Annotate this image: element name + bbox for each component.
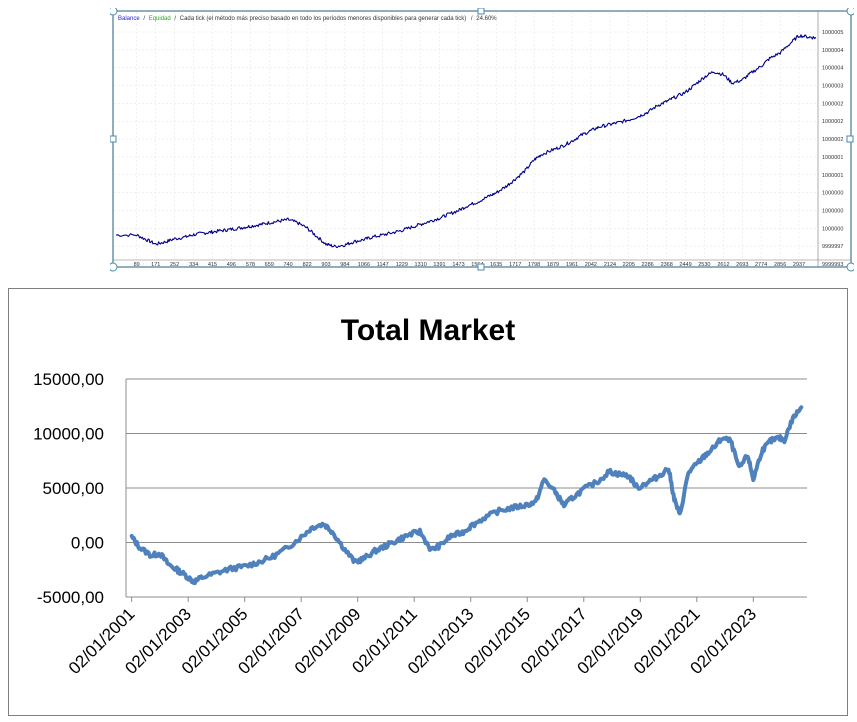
x-tick-label: 822 — [303, 262, 312, 268]
x-tick-label: 1798 — [528, 262, 540, 268]
x-tick-label: 1391 — [433, 262, 445, 268]
x-tick-label: 2449 — [679, 262, 691, 268]
y-tick-label: 15000,00 — [33, 370, 104, 389]
x-tick-label: 740 — [283, 262, 292, 268]
y-tick-label: 1000000 — [822, 208, 843, 214]
resize-handle[interactable] — [846, 8, 854, 16]
y-tick-label: 1000005 — [822, 30, 843, 36]
y-tick-label: 1000004 — [822, 48, 843, 54]
x-axis-ticks: 89 171 252 334 415 496 578 659 740 822 903 984 1066 1… — [134, 262, 806, 268]
legend-separator: / — [143, 16, 145, 22]
x-tick-label: 1717 — [509, 262, 521, 268]
x-tick-label: 1961 — [566, 262, 578, 268]
x-tick-label: 1066 — [358, 262, 370, 268]
x-tick-label: 496 — [227, 262, 236, 268]
x-tick-label: 2042 — [585, 262, 597, 268]
x-tick-label: 2612 — [717, 262, 729, 268]
chart-title: Total Market — [341, 314, 515, 347]
total-market-panel[interactable]: Total Market 15000,00 10000,00 5000,00 0,00… — [8, 288, 848, 716]
x-tick-label: 2286 — [642, 262, 654, 268]
resize-handle[interactable] — [110, 8, 118, 16]
y-tick-label: 9999997 — [822, 244, 843, 250]
y-tick-label: 0,00 — [71, 534, 104, 553]
x-tick-label: 1554 — [471, 262, 483, 268]
y-tick-label: 1000002 — [822, 101, 843, 107]
header-text: Cada tick (el método más preciso basado … — [180, 16, 467, 22]
y-tick-label: 5000,00 — [43, 479, 104, 498]
x-axis-ticks: 02/01/200102/01/200302/01/200502/01/2007… — [65, 604, 760, 678]
resize-handle[interactable] — [477, 263, 485, 271]
y-tick-label: 1000000 — [822, 226, 843, 232]
y-tick-label: -5000,00 — [37, 588, 104, 607]
x-tick-label: 1229 — [396, 262, 408, 268]
x-tick-label: 578 — [246, 262, 255, 268]
y-tick-label: 10000,00 — [33, 425, 104, 444]
x-tick-label: 2856 — [774, 262, 786, 268]
selection-handles[interactable] — [110, 8, 854, 272]
x-tick-label: 2693 — [736, 262, 748, 268]
resize-handle[interactable] — [846, 262, 854, 272]
x-tick-label: 903 — [321, 262, 330, 268]
x-tick-label: 984 — [340, 262, 349, 268]
header-value: 24.60% — [476, 16, 497, 22]
y-axis-ticks: 15000,00 10000,00 5000,00 0,00 -5000,00 — [33, 370, 104, 607]
y-tick-label: 1000001 — [822, 155, 843, 161]
grid-lines — [114, 12, 818, 265]
x-tick-label: 415 — [208, 262, 217, 268]
legend-balance: Balance — [118, 16, 140, 22]
y-tick-label: 1000002 — [822, 137, 843, 143]
x-tick-label: 171 — [151, 262, 160, 268]
grid-lines — [125, 378, 807, 602]
y-tick-label: 1000002 — [822, 119, 843, 125]
x-tick-label: 334 — [189, 262, 198, 268]
legend-equity: Equidad — [149, 16, 171, 22]
resize-handle[interactable] — [477, 8, 485, 15]
total-market-chart[interactable]: Total Market 15000,00 10000,00 5000,00 0,00… — [9, 289, 847, 715]
x-tick-label: 1147 — [377, 262, 389, 268]
y-tick-label: 1000004 — [822, 66, 843, 72]
x-tick-label: 2368 — [661, 262, 673, 268]
y-tick-label: 1000003 — [822, 84, 843, 90]
x-tick-label: 2205 — [623, 262, 635, 268]
resize-handle[interactable] — [846, 135, 854, 143]
y-tick-label: 9999993 — [822, 262, 843, 268]
x-tick-label: 89 — [134, 262, 140, 268]
y-tick-label: 1000001 — [822, 173, 843, 179]
x-tick-label: 1879 — [547, 262, 559, 268]
x-tick-label: 2124 — [604, 262, 616, 268]
legend-separator: / — [174, 16, 176, 22]
x-tick-label: 1310 — [415, 262, 427, 268]
x-tick-label: 1473 — [452, 262, 464, 268]
legend-separator: / — [471, 16, 473, 22]
x-tick-label: 2530 — [698, 262, 710, 268]
x-tick-label: 659 — [265, 262, 274, 268]
balance-line — [115, 34, 817, 249]
chart-header: Balance / Equidad / Cada tick (el método… — [118, 16, 497, 22]
resize-handle[interactable] — [110, 135, 117, 143]
balance-chart[interactable]: Balance / Equidad / Cada tick (el método… — [110, 8, 854, 273]
total-market-line — [129, 405, 804, 586]
y-tick-label: 1000000 — [822, 191, 843, 197]
y-axis-ticks: 1000005 1000004 1000004 1000003 1000002 10000… — [822, 30, 843, 268]
resize-handle[interactable] — [110, 262, 118, 272]
x-tick-label: 2937 — [793, 262, 805, 268]
x-tick-label: 2774 — [755, 262, 767, 268]
x-tick-label: 252 — [170, 262, 179, 268]
x-tick-label: 1635 — [490, 262, 502, 268]
